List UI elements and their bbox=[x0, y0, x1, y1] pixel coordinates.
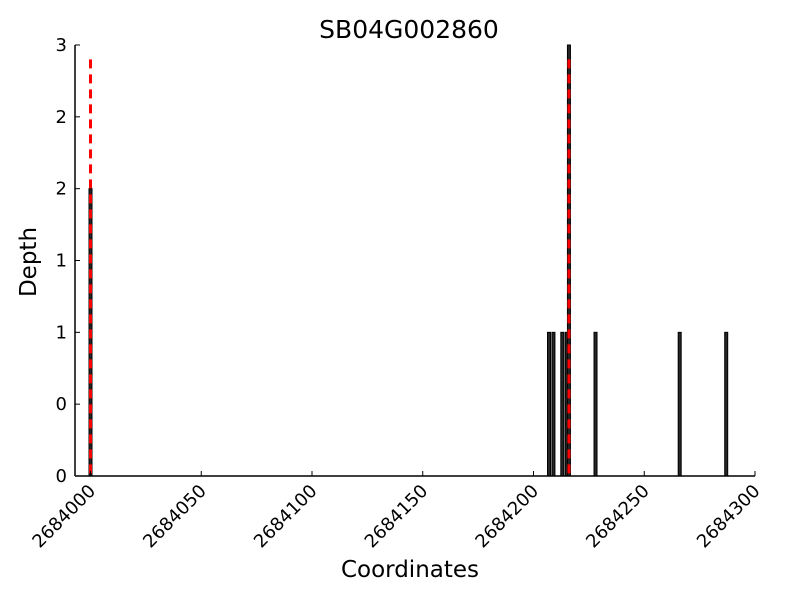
ticks-layer: 0 0 1 1 2 2 3 2684000 2684050 2684100 2684150 26842… bbox=[29, 35, 765, 552]
reference-lines-layer bbox=[89, 59, 571, 476]
bar-3 bbox=[560, 331, 565, 477]
y-tick-label-5: 2 bbox=[56, 107, 67, 128]
x-axis-label: Coordinates bbox=[341, 557, 479, 583]
bar-8 bbox=[724, 331, 729, 477]
y-tick-label-0: 0 bbox=[56, 466, 67, 487]
y-tick-label-6: 3 bbox=[56, 35, 67, 56]
x-tick-label-1: 2684050 bbox=[139, 481, 211, 553]
bar-2 bbox=[551, 331, 556, 477]
x-tick-label-0: 2684000 bbox=[29, 481, 101, 553]
x-tick-label-3: 2684150 bbox=[361, 481, 433, 553]
bar-7 bbox=[677, 331, 682, 477]
y-axis-label: Depth bbox=[16, 227, 42, 297]
y-tick-label-2: 1 bbox=[56, 322, 67, 343]
chart-title: SB04G002860 bbox=[319, 15, 499, 44]
y-tick-label-3: 1 bbox=[56, 251, 67, 272]
x-tick-label-5: 2684250 bbox=[582, 481, 654, 553]
bar-6 bbox=[593, 331, 598, 477]
y-tick-label-1: 0 bbox=[56, 394, 67, 415]
x-tick-label-2: 2684100 bbox=[250, 481, 322, 553]
axes-layer bbox=[74, 45, 755, 477]
bars-layer bbox=[88, 44, 729, 477]
x-tick-label-6: 2684300 bbox=[693, 481, 765, 553]
bar-1 bbox=[547, 331, 552, 477]
x-tick-label-4: 2684200 bbox=[471, 481, 543, 553]
y-tick-label-4: 2 bbox=[56, 179, 67, 200]
